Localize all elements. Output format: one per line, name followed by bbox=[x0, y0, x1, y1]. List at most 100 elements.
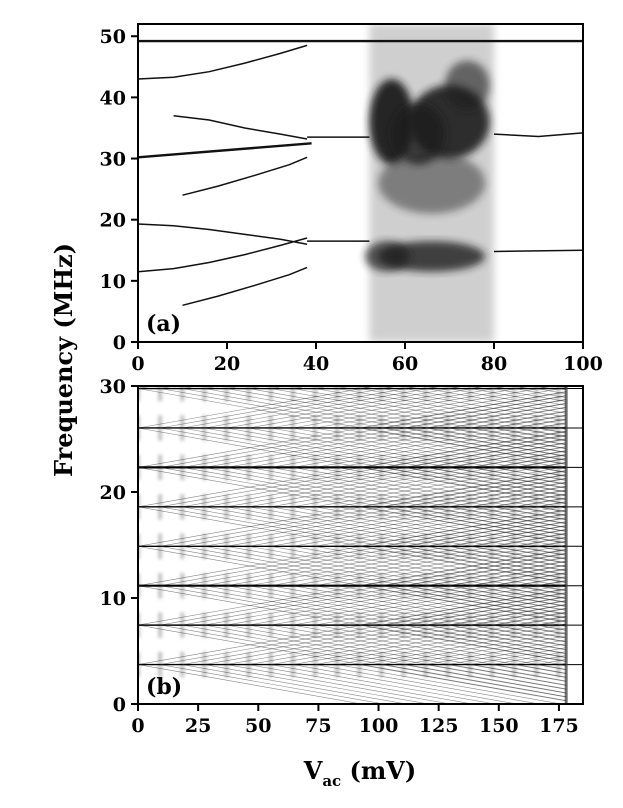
panel-b-sideband-line bbox=[492, 546, 567, 560]
panel-b-sideband-line bbox=[447, 564, 567, 586]
panel-b-sideband-line bbox=[514, 546, 567, 556]
panel-b-sideband-line bbox=[514, 615, 567, 626]
panel-b-sideband-line bbox=[292, 497, 567, 547]
panel-b-sideband-line bbox=[226, 467, 567, 528]
panel-b-plot-area bbox=[138, 386, 583, 704]
panel-b-sideband-line bbox=[447, 485, 567, 508]
panel-b-sideband-line bbox=[447, 446, 567, 468]
panel-b-sideband-line bbox=[270, 386, 511, 429]
panel-a-series-line bbox=[493, 132, 583, 138]
panel-b-sideband-line bbox=[160, 664, 386, 704]
panel-a-x-tick-label: 0 bbox=[131, 353, 144, 375]
panel-a-series-line bbox=[182, 156, 308, 196]
panel-b-sideband-line bbox=[204, 386, 445, 429]
panel-b-sideband-line bbox=[314, 388, 567, 434]
panel-b-sideband-line bbox=[492, 624, 567, 639]
panel-b-halo-mark bbox=[180, 386, 185, 402]
panel-b-sideband-line bbox=[337, 386, 354, 389]
panel-b-sideband-line bbox=[292, 386, 309, 389]
panel-b-sideband-line bbox=[138, 664, 364, 704]
panel-a-plot-area bbox=[138, 24, 583, 342]
panel-a-x-tick-label: 40 bbox=[303, 353, 329, 375]
panel-b-halo-mark bbox=[467, 386, 472, 402]
panel-b-sideband-line bbox=[182, 399, 567, 468]
panel-b-sideband-line bbox=[514, 655, 567, 665]
panel-b-sideband-line bbox=[447, 388, 567, 410]
panel-b-sideband-line bbox=[248, 386, 489, 429]
panel-b-sideband-line bbox=[381, 427, 567, 461]
panel-b-sideband-line bbox=[447, 406, 567, 429]
panel-b-sideband-line bbox=[337, 546, 567, 587]
panel-b-sideband-line bbox=[314, 501, 567, 547]
panel-b-sideband-line bbox=[138, 388, 567, 465]
panel-b-sideband-line bbox=[160, 553, 567, 626]
panel-b-halo-mark bbox=[158, 386, 163, 402]
panel-b-sideband-line bbox=[182, 478, 567, 547]
panel-b-sideband-line bbox=[447, 624, 567, 647]
panel-b-sideband-line bbox=[314, 664, 541, 704]
panel-b-sideband-line bbox=[425, 546, 567, 572]
panel-b-halo-mark bbox=[512, 386, 517, 402]
panel-b-sideband-line bbox=[270, 585, 567, 639]
panel-b-halo-mark bbox=[445, 386, 450, 402]
panel-b-sideband-line bbox=[359, 427, 567, 465]
panel-b-sideband-line bbox=[138, 467, 567, 544]
panel-b-sideband-line bbox=[337, 388, 567, 430]
panel-b-sideband-line bbox=[337, 664, 563, 704]
panel-b-sideband-line bbox=[381, 631, 567, 665]
panel-b-sideband-line bbox=[248, 529, 567, 586]
panel-b-sideband-line bbox=[204, 585, 567, 650]
panel-b-sideband-line bbox=[182, 624, 567, 694]
panel-b-y-axis: 0 10 20 30 bbox=[100, 376, 138, 716]
panel-b-sideband-line bbox=[182, 557, 567, 626]
panel-b-sideband-line bbox=[314, 585, 567, 631]
panel-b-sideband-line bbox=[381, 506, 567, 540]
panel-b-sideband-line bbox=[514, 585, 567, 596]
panel-a-dark-blob bbox=[445, 60, 490, 110]
panel-b-sideband-line bbox=[381, 434, 567, 468]
panel-b-sideband-line bbox=[160, 388, 567, 461]
panel-b-sideband-line bbox=[403, 388, 567, 418]
panel-b-x-axis: 0 25 50 75 100 125 150 175 bbox=[131, 704, 579, 737]
panel-a-series-line bbox=[138, 237, 308, 273]
panel-b-sideband-line bbox=[160, 435, 567, 508]
panel-b-sideband-line bbox=[248, 467, 567, 524]
panel-a-frame bbox=[137, 23, 584, 343]
panel-b-sideband-line bbox=[182, 546, 567, 615]
panel-a-y-tick-label: 50 bbox=[100, 26, 126, 48]
panel-b-sideband-line bbox=[536, 427, 567, 434]
panel-b-sideband-line bbox=[447, 427, 567, 450]
panel-b-y-tick-label: 0 bbox=[113, 694, 126, 716]
panel-b-sideband-line bbox=[314, 427, 567, 473]
x-axis-label-unit: (mV) bbox=[341, 756, 416, 785]
panel-b-sideband-line bbox=[425, 585, 567, 611]
panel-b-sideband-line bbox=[469, 410, 567, 429]
panel-b-sideband-line bbox=[138, 585, 567, 662]
panel-b-sideband-line bbox=[492, 427, 567, 442]
panel-b-sideband-line bbox=[226, 386, 467, 429]
panel-b-halo-mark bbox=[224, 386, 229, 402]
panel-b-sideband-line bbox=[536, 585, 567, 592]
panel-b-sideband-line bbox=[248, 624, 567, 682]
panel-b: 0 25 50 75 100 125 150 175 0 10 20 30 (b) bbox=[100, 376, 584, 737]
panel-a: 0 20 40 60 80 100 0 10 20 30 40 50 (a) bbox=[100, 23, 603, 375]
panel-b-sideband-line bbox=[160, 474, 567, 547]
panel-b-sideband-line bbox=[226, 388, 567, 449]
panel-b-sideband-line bbox=[492, 664, 567, 678]
x-axis-label: Vac (mV) bbox=[303, 756, 417, 790]
panel-b-x-tick-label: 175 bbox=[539, 715, 579, 737]
panel-b-sideband-line bbox=[381, 474, 567, 508]
panel-b-halo-mark bbox=[202, 386, 207, 402]
panel-b-sideband-line bbox=[492, 467, 567, 481]
panel-b-sideband-line bbox=[337, 387, 567, 429]
panel-b-sideband-line bbox=[270, 506, 567, 560]
panel-a-y-tick-label: 0 bbox=[113, 332, 126, 354]
panel-b-sideband-line bbox=[314, 624, 567, 670]
panel-b-sideband-line bbox=[226, 604, 567, 665]
panel-b-sideband-line bbox=[381, 546, 567, 580]
panel-a-y-axis: 0 10 20 30 40 50 bbox=[100, 26, 138, 354]
panel-b-sideband-line bbox=[447, 604, 567, 626]
panel-b-x-tick-label: 150 bbox=[479, 715, 519, 737]
panel-b-sideband-line bbox=[381, 395, 567, 429]
panel-a-x-tick-label: 80 bbox=[481, 353, 507, 375]
